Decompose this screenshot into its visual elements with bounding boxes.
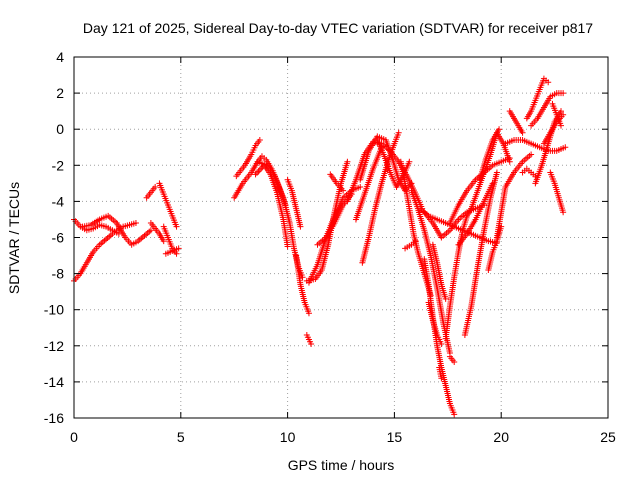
series-track-4 [143, 183, 159, 201]
x-tick-label-0: 0 [70, 429, 78, 445]
data-point-3-6 [152, 183, 159, 190]
y-tick-label-0: 4 [56, 49, 64, 65]
series-track-30 [436, 364, 445, 382]
series-track-8 [162, 245, 182, 257]
series-track-3 [79, 212, 154, 248]
data-point-49-19 [560, 209, 567, 216]
series-track-14 [293, 252, 312, 317]
data-point-21-57 [408, 180, 415, 187]
data-point-4-10 [160, 238, 167, 245]
data-point-46-22 [560, 90, 567, 97]
series-track-27 [408, 187, 453, 357]
data-point-10-4 [258, 165, 265, 172]
data-point-22-65 [395, 129, 402, 136]
data-point-45-21 [545, 79, 552, 86]
x-tick-label-4: 20 [493, 429, 509, 445]
series-track-19 [327, 171, 347, 194]
y-axis-label: SDTVAR / TECUs [6, 182, 22, 294]
data-point-13-28 [305, 310, 312, 317]
y-tick-label-6: -8 [52, 266, 65, 282]
data-point-27-76 [451, 411, 458, 418]
chart-title: Day 121 of 2025, Sidereal Day-to-day VTE… [83, 20, 593, 36]
y-tick-label-4: -4 [52, 193, 65, 209]
data-point-16-52 [357, 183, 364, 190]
data-point-48-16 [560, 111, 567, 118]
data-point-10-3 [256, 166, 263, 173]
data-point-7-6 [175, 245, 182, 252]
data-points [71, 75, 569, 418]
data-point-2-41 [147, 227, 154, 234]
series-track-43 [502, 137, 569, 154]
data-point-41-44 [528, 151, 535, 158]
x-tick-label-2: 10 [280, 429, 296, 445]
y-tick-label-8: -12 [44, 338, 64, 354]
data-point-18-9 [340, 187, 347, 194]
series-track-2 [71, 220, 139, 284]
x-axis-label: GPS time / hours [288, 457, 395, 473]
data-point-12-23 [297, 223, 304, 230]
series-track-31 [446, 353, 458, 366]
data-point-23-36 [406, 158, 413, 165]
data-point-1-39 [132, 220, 139, 227]
series-track-16 [303, 158, 351, 284]
data-point-33-27 [442, 295, 449, 302]
y-tick-label-7: -10 [44, 302, 64, 318]
data-point-37-81 [493, 169, 500, 176]
data-point-39-26 [496, 126, 503, 133]
series-track-34 [429, 241, 449, 302]
series-track-12 [254, 158, 306, 281]
data-point-15-63 [344, 158, 351, 165]
series-track-39 [468, 129, 513, 212]
series-track-37 [455, 180, 496, 248]
series-track-51 [549, 100, 565, 129]
series-track-6 [156, 180, 180, 230]
data-point-38-53 [506, 158, 513, 165]
series-track-10 [233, 137, 263, 180]
data-point-10-46 [284, 243, 291, 250]
series-track-21 [352, 144, 385, 223]
y-tick-label-9: -14 [44, 374, 64, 390]
series-track-47 [528, 90, 567, 129]
x-tick-label-3: 15 [387, 429, 403, 445]
series-track-40 [476, 126, 503, 183]
series-track-5 [147, 220, 167, 245]
data-point-29-5 [438, 375, 445, 382]
series-track-44 [506, 108, 526, 136]
series-track-29 [425, 299, 445, 347]
grid-lines [74, 57, 608, 418]
y-tick-label-1: 2 [56, 85, 64, 101]
data-point-9-19 [256, 137, 263, 144]
y-tick-label-10: -16 [44, 410, 64, 426]
data-point-28-20 [438, 340, 445, 347]
y-tick-label-3: -2 [52, 157, 65, 173]
data-point-30-3 [451, 359, 458, 366]
data-point-5-20 [173, 223, 180, 230]
series-track-38 [461, 169, 500, 338]
series-track-13 [284, 176, 304, 230]
y-tick-label-2: 0 [56, 121, 64, 137]
series-track-46 [523, 75, 552, 122]
data-point-43-12 [519, 129, 526, 136]
x-tick-label-1: 5 [177, 429, 185, 445]
data-point-42-28 [562, 144, 569, 151]
data-point-11-60 [299, 274, 306, 281]
x-tick-label-5: 25 [600, 429, 616, 445]
data-point-25-5 [412, 238, 419, 245]
series-track-15 [303, 331, 315, 347]
data-point-14-4 [308, 340, 315, 347]
series-track-26 [402, 238, 419, 252]
series-track-42 [493, 151, 535, 241]
series-track-50 [547, 169, 567, 216]
data-point-47-37 [558, 108, 565, 115]
y-tick-label-5: -6 [52, 230, 65, 246]
data-point-50-10 [558, 122, 565, 129]
series-track-41 [485, 223, 505, 273]
series-track-17 [305, 183, 364, 286]
